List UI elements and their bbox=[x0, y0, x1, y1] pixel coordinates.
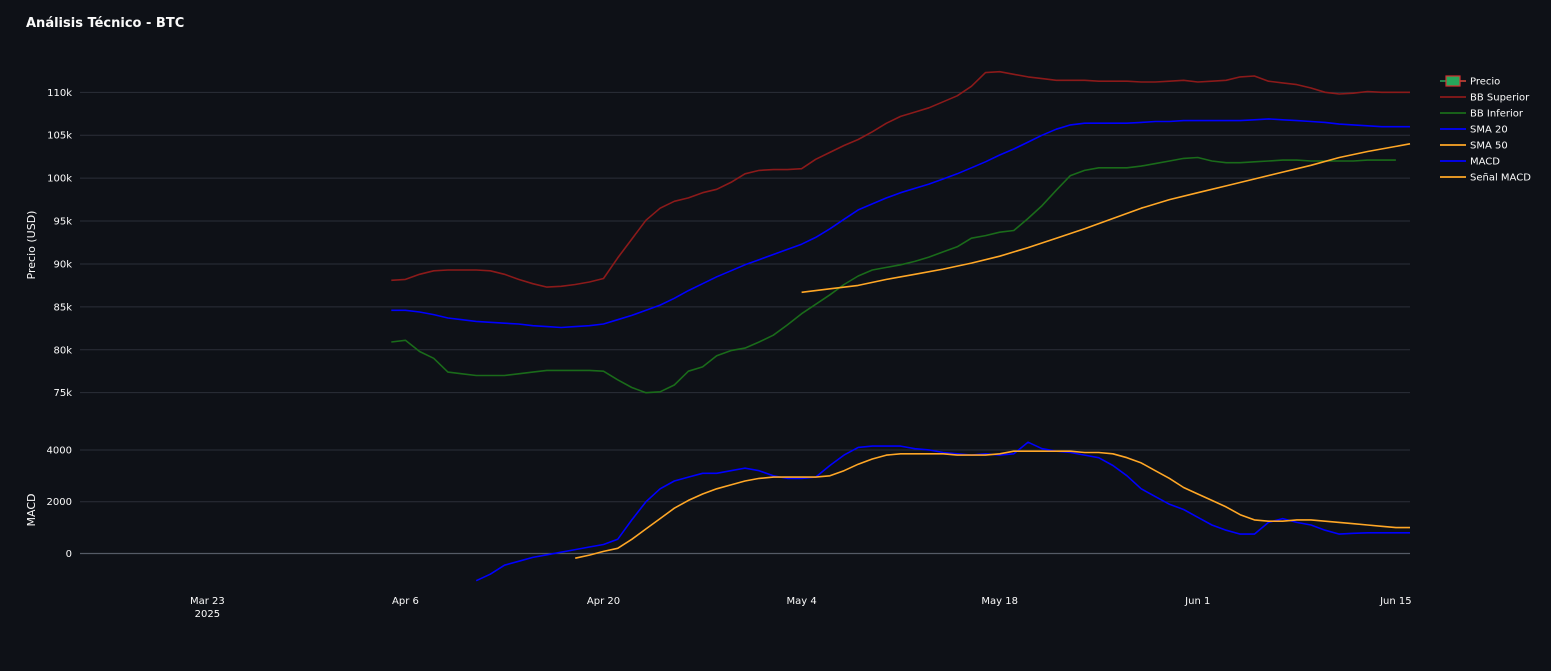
legend-candle-icon bbox=[1445, 75, 1461, 87]
price-y-tick-label: 85k bbox=[53, 302, 72, 313]
legend-label: Precio bbox=[1470, 77, 1500, 88]
price-y-tick-label: 80k bbox=[53, 345, 72, 356]
bb-inferior-line bbox=[391, 156, 1396, 394]
legend-label: SMA 50 bbox=[1470, 141, 1508, 152]
price-y-tick-label: 75k bbox=[53, 388, 72, 399]
grid-lines bbox=[80, 91, 1410, 555]
legend-item-macd[interactable]: MACD bbox=[1440, 157, 1500, 168]
x-tick-sublabel: 2025 bbox=[195, 609, 220, 620]
series-lines bbox=[391, 70, 1411, 582]
x-tick-label: May 4 bbox=[786, 596, 816, 607]
x-tick-label: Apr 20 bbox=[587, 596, 620, 607]
macd-y-tick-label: 2000 bbox=[47, 497, 72, 508]
macd-axis-title: MACD bbox=[25, 494, 38, 527]
bb-superior-line bbox=[391, 70, 1410, 288]
price-axis-title: Precio (USD) bbox=[25, 211, 38, 280]
chart-title: Análisis Técnico - BTC bbox=[26, 16, 184, 31]
price-y-tick-label: 105k bbox=[47, 131, 72, 142]
macd-y-tick-label: 4000 bbox=[47, 445, 72, 456]
x-tick-label: Jun 15 bbox=[1379, 596, 1412, 607]
sma-50-line bbox=[801, 143, 1411, 294]
legend-item-senal-macd[interactable]: Señal MACD bbox=[1440, 173, 1531, 184]
x-tick-label: May 18 bbox=[981, 596, 1018, 607]
x-tick-label: Mar 23 bbox=[190, 596, 225, 607]
price-y-tick-label: 90k bbox=[53, 259, 72, 270]
senal-macd-line bbox=[575, 450, 1410, 559]
macd-line bbox=[475, 441, 1410, 582]
price-y-tick-label: 95k bbox=[53, 217, 72, 228]
legend-item-bb-inferior[interactable]: BB Inferior bbox=[1440, 109, 1524, 120]
legend-label: SMA 20 bbox=[1470, 125, 1508, 136]
x-tick-label: Jun 1 bbox=[1184, 596, 1210, 607]
legend-item-precio[interactable]: Precio bbox=[1440, 75, 1500, 88]
legend-label: BB Inferior bbox=[1470, 109, 1524, 120]
legend-item-sma-50[interactable]: SMA 50 bbox=[1440, 141, 1508, 152]
x-tick-label: Apr 6 bbox=[392, 596, 419, 607]
legend[interactable]: Precio BB Superior BB Inferior SMA 20 SMA 50… bbox=[1440, 75, 1531, 184]
legend-item-bb-superior[interactable]: BB Superior bbox=[1440, 93, 1530, 104]
price-y-tick-label: 100k bbox=[47, 174, 72, 185]
legend-label: MACD bbox=[1470, 157, 1500, 168]
price-y-tick-label: 110k bbox=[47, 88, 72, 99]
legend-label: BB Superior bbox=[1470, 93, 1530, 104]
y-tick-labels: 75k 80k 85k 90k 95k 100k 105k 110k 0 2000 4000 bbox=[47, 88, 73, 560]
legend-item-sma-20[interactable]: SMA 20 bbox=[1440, 125, 1508, 136]
macd-y-tick-label: 0 bbox=[66, 549, 72, 560]
sma-20-line bbox=[391, 118, 1410, 329]
legend-label: Señal MACD bbox=[1470, 173, 1531, 184]
x-tick-labels: Mar 23 2025 Apr 6 Apr 20 May 4 May 18 Jun 1 Jun… bbox=[190, 596, 1412, 620]
